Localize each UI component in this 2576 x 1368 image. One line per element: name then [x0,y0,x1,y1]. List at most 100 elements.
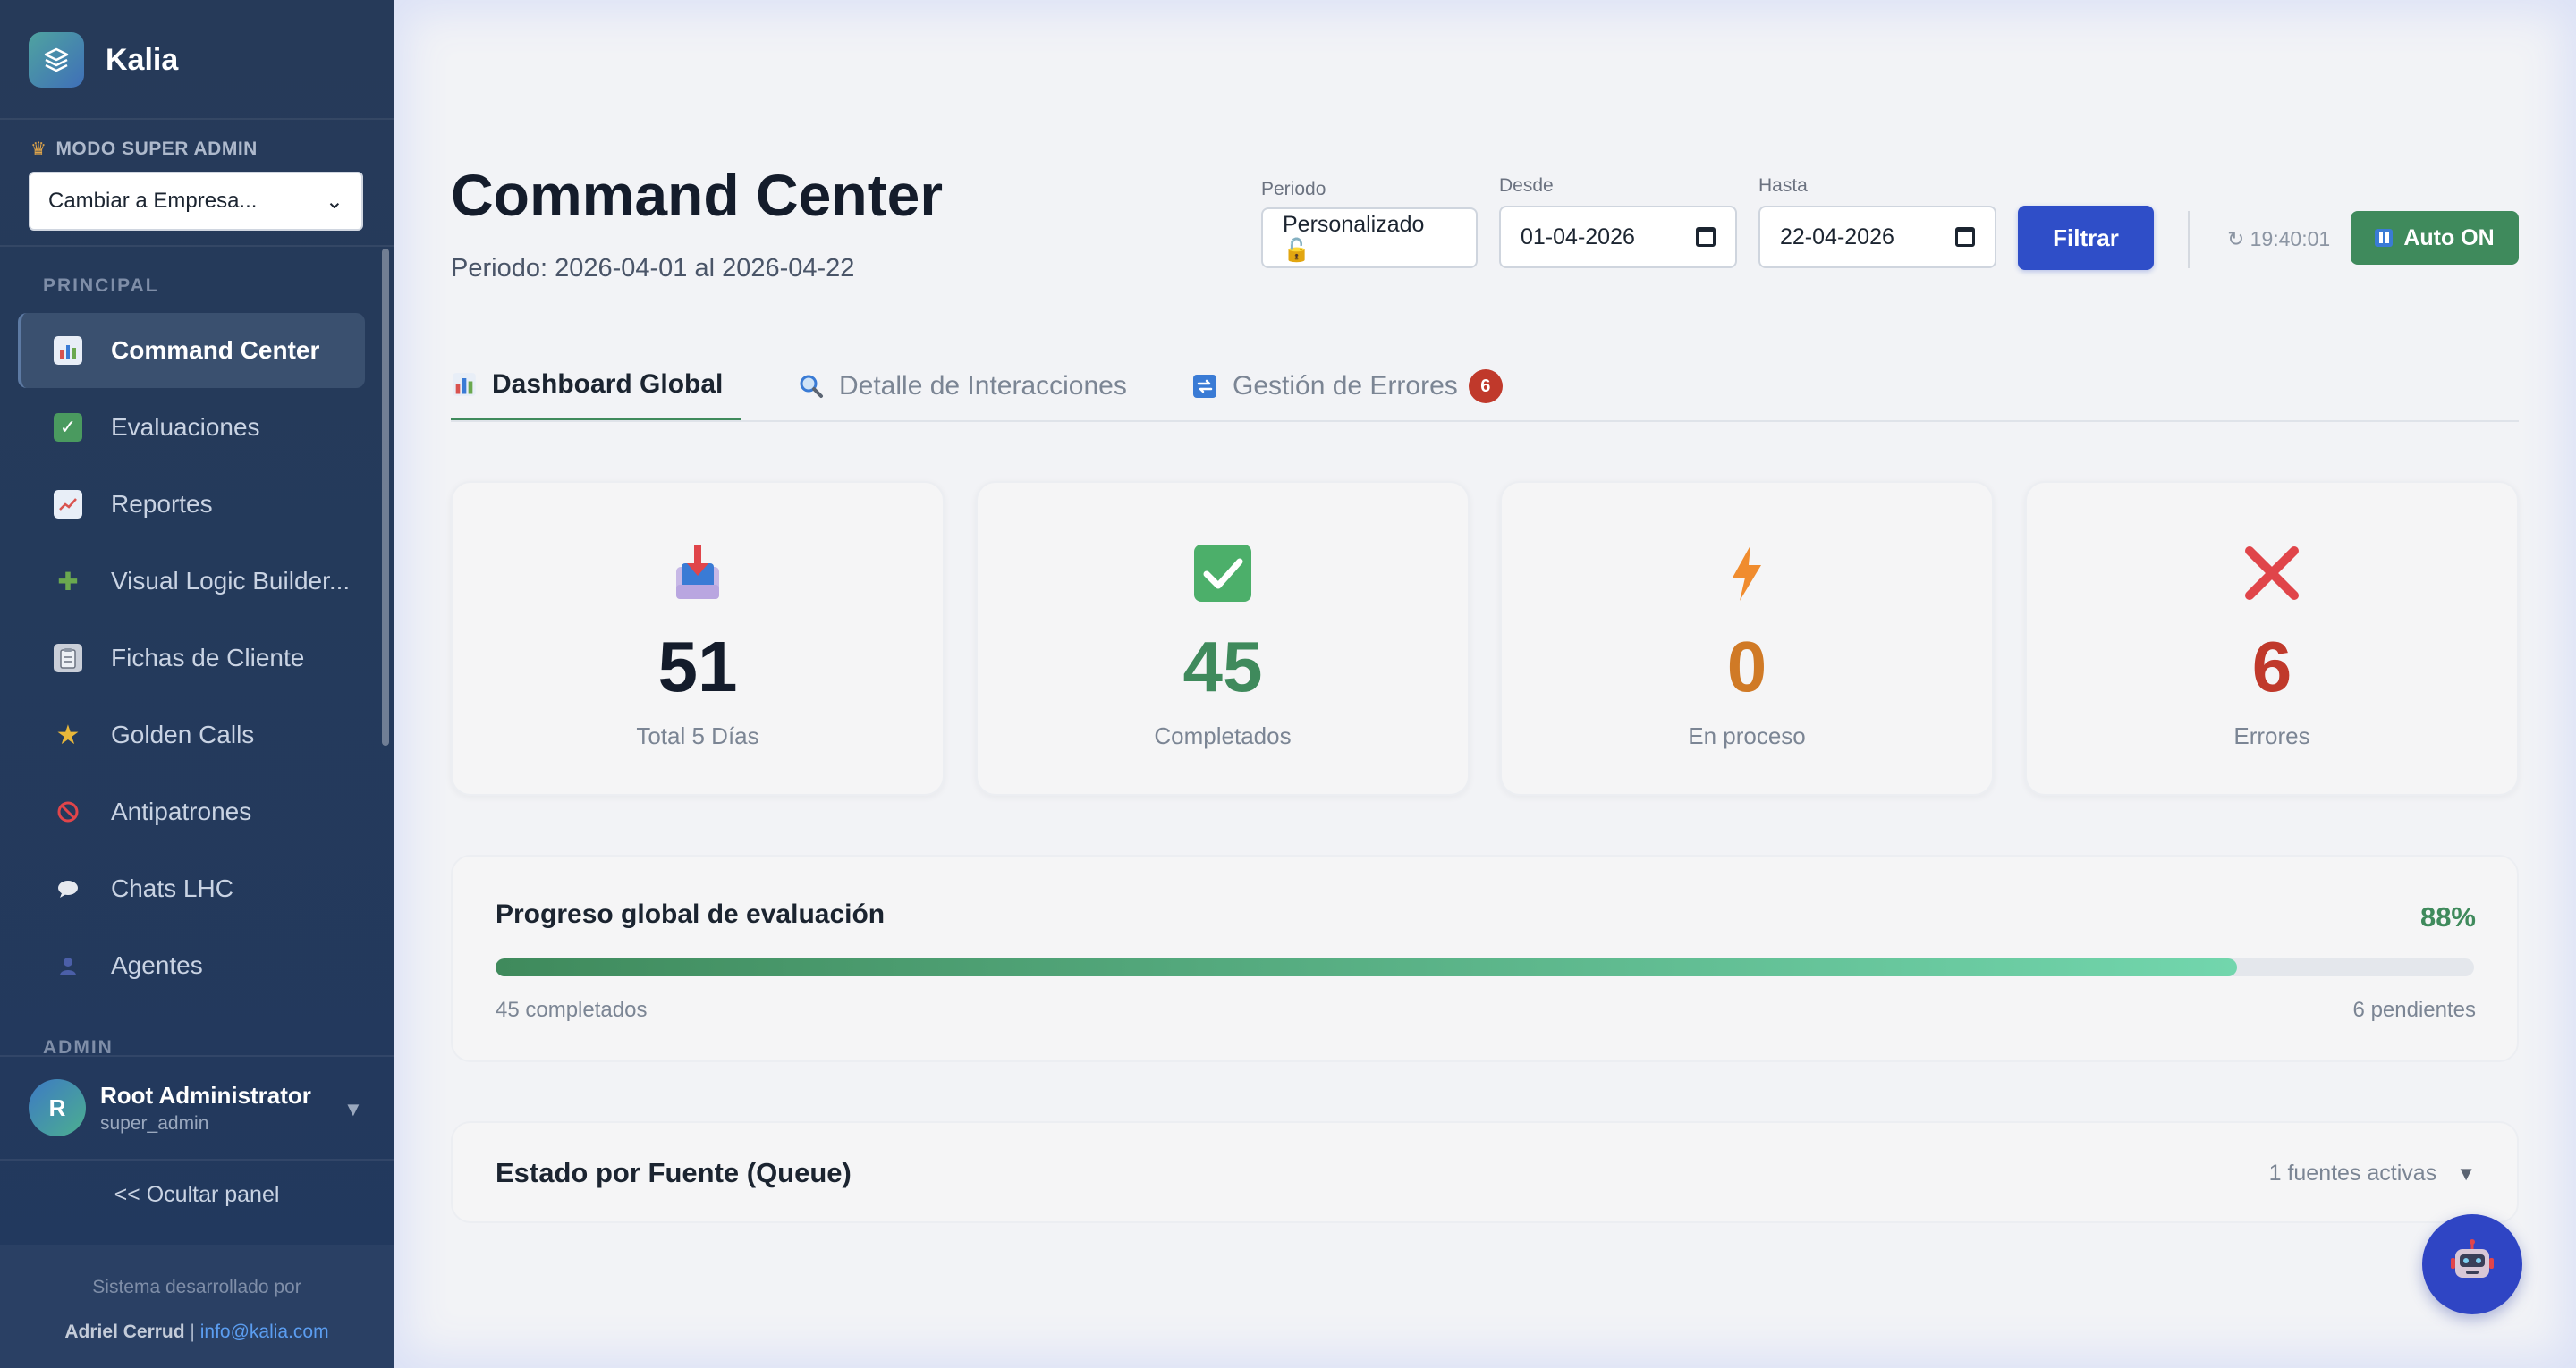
hasta-date-input[interactable]: 22-04-2026 [1758,206,1996,268]
sidebar-item-label: Reportes [111,490,213,518]
queue-status-card[interactable]: Estado por Fuente (Queue) 1 fuentes acti… [451,1121,2519,1223]
puzzle-icon: ✚ [57,567,79,595]
sidebar-item-fichas-de-cliente[interactable]: Fichas de Cliente [18,621,365,696]
page-title: Command Center [451,162,944,228]
periodo-value: Personalizado 🔓 [1283,212,1425,263]
stat-label: Total 5 Días [636,722,759,749]
sidebar-item-agentes[interactable]: Agentes [18,928,365,1003]
divider [0,118,394,120]
checkmark-icon: ✓ [54,413,82,442]
company-select-value: Cambiar a Empresa... [48,189,258,213]
sidebar-item-reportes[interactable]: Reportes [18,467,365,542]
star-icon: ★ [55,720,80,750]
tab-detalle-de-interacciones[interactable]: Detalle de Interacciones [798,350,1127,422]
stat-value: 51 [657,627,738,706]
progress-bar [496,958,2474,976]
stat-label: En proceso [1688,722,1806,749]
calendar-icon[interactable] [1955,227,1975,247]
auto-refresh-toggle[interactable]: Auto ON [2351,211,2519,265]
tab-label: Detalle de Interacciones [839,371,1127,401]
sidebar-item-label: Fichas de Cliente [111,644,305,671]
calendar-icon[interactable] [1696,227,1716,247]
sidebar-item-evaluaciones[interactable]: ✓ Evaluaciones [18,390,365,465]
stat-card-total: 51 Total 5 Días [451,481,945,796]
robot-icon [2448,1238,2496,1291]
desde-date-input[interactable]: 01-04-2026 [1499,206,1737,268]
periodo-select[interactable]: Personalizado 🔓 [1261,207,1478,268]
sidebar-item-label: Chats LHC [111,874,233,902]
tab-dashboard-global[interactable]: Dashboard Global [451,350,741,422]
last-refresh-time: ↻ 19:40:01 [2227,227,2331,250]
repeat-icon [1191,373,1218,400]
sidebar-item-command-center[interactable]: Command Center [18,313,365,388]
progress-title: Progreso global de evaluación [496,899,886,929]
lightning-icon [1502,544,1992,603]
person-icon [54,951,82,980]
stat-label: Errores [2233,722,2310,749]
stat-value: 45 [1182,627,1263,706]
tabs-divider [451,420,2519,422]
hasta-value: 22-04-2026 [1780,224,1894,249]
user-profile[interactable]: R Root Administrator super_admin ▼ [0,1055,394,1161]
company-select[interactable]: Cambiar a Empresa... ⌄ [29,172,363,231]
period-subtitle: Periodo: 2026-04-01 al 2026-04-22 [451,254,855,283]
error-count-badge: 6 [1468,369,1503,403]
user-name: Root Administrator [100,1081,311,1109]
footer-separator: | [184,1322,200,1342]
periodo-label: Periodo [1261,179,1326,199]
cross-icon [2027,544,2517,603]
pause-icon [2375,229,2394,247]
hide-panel-button[interactable]: << Ocultar panel [114,1182,280,1207]
stat-value: 6 [2251,627,2292,706]
section-label-admin: ADMIN [43,1037,114,1058]
bar-chart-icon [54,336,82,365]
desde-value: 01-04-2026 [1521,224,1635,249]
super-admin-mode-label: ♛ MODO SUPER ADMIN [30,138,258,160]
progress-percent: 88% [2419,901,2476,933]
sidebar-scrollbar[interactable] [382,249,389,746]
sidebar-item-visual-logic-builder[interactable]: ✚ Visual Logic Builder... [18,544,365,619]
hasta-label: Hasta [1758,175,1808,196]
footer-credit: Sistema desarrollado por [92,1277,301,1297]
tab-label: Gestión de Errores [1233,371,1458,401]
active-sources-count: 1 fuentes activas [2268,1161,2437,1186]
crown-icon: ♛ [30,139,47,159]
tab-label: Dashboard Global [492,369,724,399]
divider [0,245,394,247]
stat-value: 0 [1726,627,1767,706]
sidebar-item-label: Command Center [111,336,320,364]
section-label-principal: PRINCIPAL [43,275,159,296]
sidebar-item-antipatrones[interactable]: Antipatrones [18,774,365,849]
clipboard-icon [54,644,82,672]
sidebar-item-chats-lhc[interactable]: Chats LHC [18,851,365,926]
progress-pending: 6 pendientes [2352,998,2476,1022]
filter-button[interactable]: Filtrar [2018,206,2154,270]
auto-refresh-label: Auto ON [2403,224,2495,250]
chat-bot-button[interactable] [2422,1214,2522,1314]
stat-card-en-proceso: 0 En proceso [1500,481,1994,796]
layers-logo-icon [29,32,84,88]
check-box-icon [978,544,1468,603]
stat-card-errores: 6 Errores [2025,481,2519,796]
sidebar: Kalia ♛ MODO SUPER ADMIN Cambiar a Empre… [0,0,394,1368]
brand[interactable]: Kalia [29,32,178,88]
mode-label-text: MODO SUPER ADMIN [55,138,258,159]
inbox-tray-icon [453,544,943,603]
divider [2188,211,2190,268]
caret-down-icon[interactable]: ▼ [343,1098,363,1120]
sidebar-item-label: Visual Logic Builder... [111,567,351,595]
footer-email-link[interactable]: info@kalia.com [199,1322,329,1342]
avatar: R [29,1079,86,1136]
sidebar-item-golden-calls[interactable]: ★ Golden Calls [18,697,365,773]
footer-author-line: Adriel Cerrud | info@kalia.com [0,1322,394,1343]
stat-card-completados: 45 Completados [976,481,1470,796]
magnifier-icon [798,373,825,400]
sidebar-item-label: Golden Calls [111,721,255,748]
chevron-down-icon: ⌄ [325,189,343,214]
tab-gestion-de-errores[interactable]: Gestión de Errores 6 [1191,350,1503,422]
stat-label: Completados [1154,722,1292,749]
global-progress-card: Progreso global de evaluación 88% 45 com… [451,855,2519,1062]
bar-chart-icon [451,371,478,398]
expand-caret-icon[interactable]: ▼ [2456,1161,2476,1185]
sidebar-item-label: Agentes [111,951,203,979]
